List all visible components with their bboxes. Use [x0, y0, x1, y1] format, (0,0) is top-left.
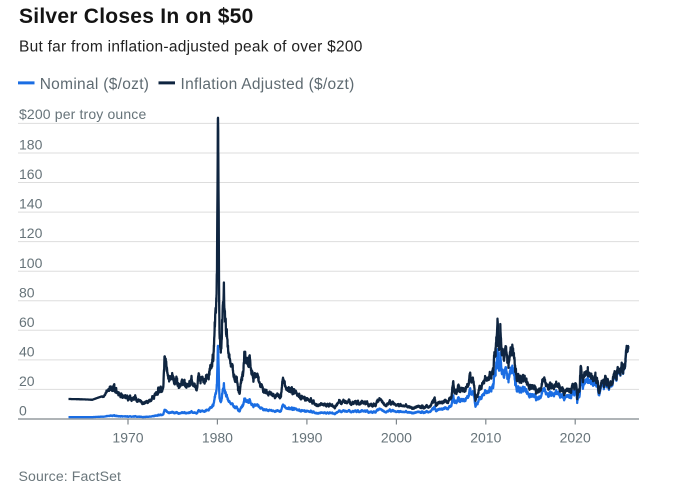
- svg-text:100: 100: [19, 255, 43, 271]
- svg-text:$200 per troy ounce: $200 per troy ounce: [19, 106, 146, 122]
- svg-text:2010: 2010: [470, 430, 501, 446]
- svg-text:160: 160: [19, 166, 43, 182]
- svg-text:180: 180: [19, 137, 43, 153]
- svg-text:0: 0: [19, 403, 27, 419]
- svg-text:120: 120: [19, 225, 43, 241]
- svg-text:2000: 2000: [381, 430, 412, 446]
- svg-text:But far from inflation-adjuste: But far from inflation-adjusted peak of …: [19, 39, 363, 56]
- svg-text:40: 40: [19, 344, 35, 360]
- svg-text:Silver Closes In on $50: Silver Closes In on $50: [19, 5, 254, 28]
- svg-text:1990: 1990: [291, 430, 322, 446]
- svg-text:2020: 2020: [560, 430, 591, 446]
- svg-text:20: 20: [19, 373, 35, 389]
- svg-text:Inflation Adjusted ($/ozt): Inflation Adjusted ($/ozt): [181, 76, 355, 93]
- svg-text:80: 80: [19, 284, 35, 300]
- svg-text:1980: 1980: [202, 430, 233, 446]
- svg-text:60: 60: [19, 314, 35, 330]
- svg-text:1970: 1970: [112, 430, 143, 446]
- svg-text:Nominal ($/ozt): Nominal ($/ozt): [40, 76, 150, 93]
- svg-text:140: 140: [19, 196, 43, 212]
- svg-text:Source: FactSet: Source: FactSet: [19, 468, 122, 484]
